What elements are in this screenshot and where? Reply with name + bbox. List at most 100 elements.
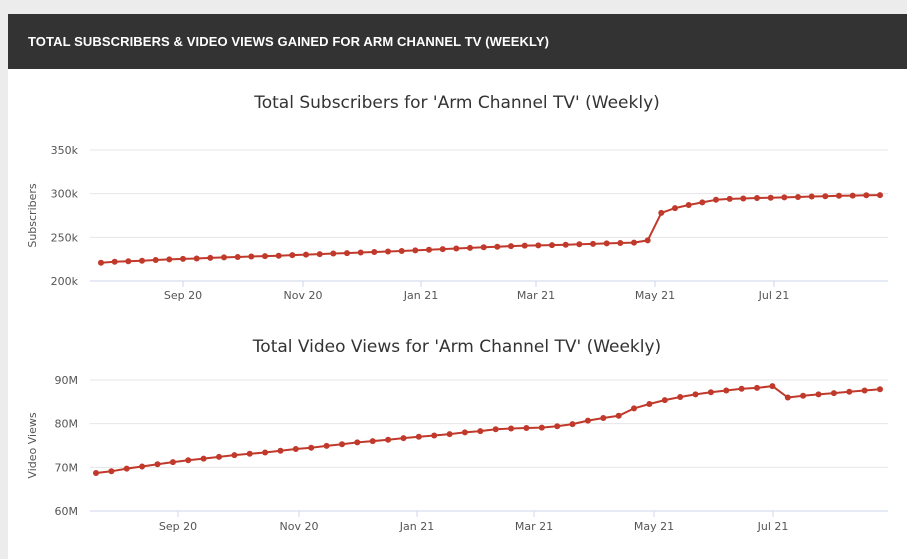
data-point[interactable]: [477, 428, 484, 435]
data-point[interactable]: [590, 240, 596, 247]
data-point[interactable]: [323, 442, 330, 449]
data-point[interactable]: [398, 248, 405, 254]
data-point[interactable]: [631, 239, 637, 246]
data-point[interactable]: [426, 246, 432, 253]
data-point[interactable]: [600, 415, 607, 421]
data-point[interactable]: [830, 390, 837, 397]
data-point[interactable]: [303, 251, 309, 258]
data-point[interactable]: [692, 391, 699, 398]
data-point[interactable]: [554, 423, 561, 430]
data-point[interactable]: [221, 254, 227, 261]
data-point[interactable]: [330, 250, 337, 257]
data-point[interactable]: [185, 457, 192, 464]
data-point[interactable]: [231, 452, 238, 459]
data-point[interactable]: [877, 192, 883, 199]
data-point[interactable]: [461, 429, 468, 436]
data-point[interactable]: [200, 455, 207, 462]
data-point[interactable]: [754, 384, 760, 391]
data-point[interactable]: [658, 209, 665, 216]
data-point[interactable]: [98, 259, 104, 266]
data-point[interactable]: [723, 387, 730, 394]
data-point[interactable]: [93, 470, 99, 476]
data-point[interactable]: [216, 453, 222, 460]
data-point[interactable]: [316, 251, 323, 258]
data-point[interactable]: [354, 439, 361, 446]
data-point[interactable]: [781, 194, 788, 201]
data-point[interactable]: [615, 412, 622, 419]
data-point[interactable]: [275, 252, 282, 259]
data-point[interactable]: [822, 193, 829, 200]
data-point[interactable]: [289, 252, 296, 259]
data-point[interactable]: [535, 242, 542, 249]
data-point[interactable]: [446, 431, 453, 438]
data-point[interactable]: [125, 258, 132, 265]
data-point[interactable]: [603, 240, 610, 247]
data-point[interactable]: [661, 397, 668, 404]
data-point[interactable]: [795, 194, 801, 200]
data-point[interactable]: [685, 202, 692, 208]
data-point[interactable]: [584, 417, 591, 424]
data-point[interactable]: [523, 425, 530, 431]
data-point[interactable]: [677, 394, 684, 400]
data-point[interactable]: [808, 193, 815, 200]
data-point[interactable]: [111, 258, 118, 265]
data-point[interactable]: [169, 459, 176, 466]
data-point[interactable]: [849, 192, 856, 199]
data-point[interactable]: [631, 405, 637, 412]
data-point[interactable]: [877, 386, 883, 393]
data-point[interactable]: [308, 444, 315, 451]
data-point[interactable]: [180, 255, 186, 262]
data-point[interactable]: [521, 242, 528, 249]
data-point[interactable]: [277, 447, 284, 454]
data-point[interactable]: [108, 468, 115, 475]
data-point[interactable]: [262, 449, 269, 456]
data-point[interactable]: [415, 433, 422, 440]
data-point[interactable]: [193, 255, 200, 262]
data-point[interactable]: [726, 195, 733, 202]
data-point[interactable]: [234, 254, 241, 260]
data-point[interactable]: [467, 244, 473, 251]
data-point[interactable]: [207, 254, 214, 261]
data-point[interactable]: [740, 195, 747, 202]
data-point[interactable]: [738, 385, 745, 392]
data-point[interactable]: [767, 194, 774, 201]
data-point[interactable]: [861, 387, 868, 394]
data-point[interactable]: [154, 461, 161, 468]
data-point[interactable]: [453, 245, 460, 252]
data-point[interactable]: [672, 205, 678, 212]
data-point[interactable]: [863, 192, 870, 199]
data-point[interactable]: [815, 391, 822, 398]
data-point[interactable]: [262, 253, 268, 260]
data-point[interactable]: [754, 195, 760, 201]
data-point[interactable]: [784, 394, 791, 401]
data-point[interactable]: [385, 248, 391, 255]
data-point[interactable]: [385, 436, 392, 443]
data-point[interactable]: [480, 244, 487, 251]
data-point[interactable]: [339, 441, 345, 448]
data-point[interactable]: [576, 241, 583, 248]
data-point[interactable]: [538, 424, 545, 431]
data-point[interactable]: [699, 199, 706, 206]
data-point[interactable]: [713, 196, 719, 203]
data-point[interactable]: [139, 257, 145, 264]
data-point[interactable]: [369, 438, 376, 445]
data-point[interactable]: [431, 432, 438, 439]
data-point[interactable]: [617, 240, 624, 246]
data-point[interactable]: [836, 192, 842, 199]
data-point[interactable]: [248, 253, 255, 260]
data-point[interactable]: [562, 241, 569, 248]
data-point[interactable]: [508, 425, 515, 432]
data-point[interactable]: [246, 450, 253, 457]
data-point[interactable]: [800, 392, 807, 399]
data-point[interactable]: [412, 247, 419, 254]
data-point[interactable]: [846, 388, 853, 395]
data-point[interactable]: [400, 435, 407, 442]
data-point[interactable]: [123, 465, 130, 472]
data-point[interactable]: [344, 250, 350, 257]
data-point[interactable]: [439, 246, 446, 253]
data-point[interactable]: [152, 257, 159, 263]
data-point[interactable]: [371, 249, 378, 255]
data-point[interactable]: [549, 242, 555, 249]
data-point[interactable]: [139, 463, 146, 470]
data-point[interactable]: [508, 243, 514, 250]
